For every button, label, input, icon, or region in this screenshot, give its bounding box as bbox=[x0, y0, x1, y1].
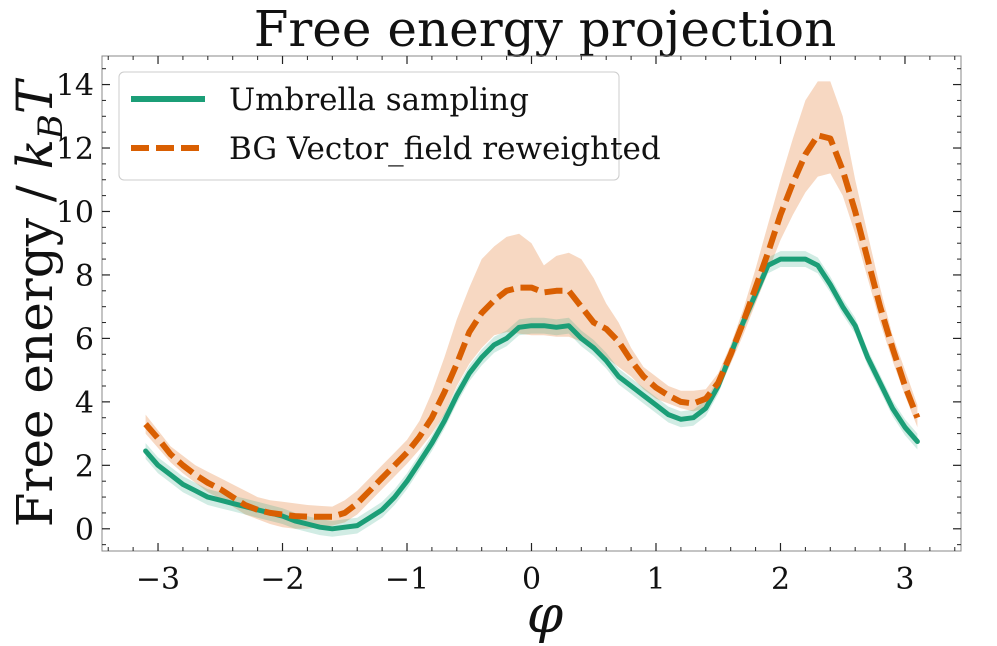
y-tick-label: 14 bbox=[56, 69, 94, 104]
legend-label-umbrella: Umbrella sampling bbox=[229, 82, 529, 118]
y-tick-label: 6 bbox=[75, 322, 94, 357]
legend: Umbrella sampling BG Vector_field reweig… bbox=[118, 71, 661, 181]
x-axis-label: φ bbox=[527, 585, 564, 645]
plot-area bbox=[143, 81, 921, 537]
x-tick-label: −3 bbox=[136, 562, 180, 597]
y-tick-label: 4 bbox=[75, 386, 94, 421]
y-tick-label: 8 bbox=[75, 259, 94, 294]
bg-vector-field-uncertainty-band bbox=[145, 81, 918, 529]
y-axis-label-text: Free energy / bbox=[6, 169, 64, 527]
bg-vector-field-line bbox=[143, 132, 921, 520]
y-tick-label: 0 bbox=[75, 513, 94, 548]
x-tick-label: 3 bbox=[895, 562, 914, 597]
chart-title: Free energy projection bbox=[254, 0, 837, 58]
legend-box bbox=[118, 71, 620, 181]
x-tick-label: 2 bbox=[771, 562, 790, 597]
y-axis-label: Free energy / kBT bbox=[6, 77, 71, 527]
x-axis: −3 −2 −1 0 1 2 3 bbox=[107, 56, 956, 597]
y-tick-label: 10 bbox=[56, 195, 94, 230]
y-axis: 0 2 4 6 8 10 12 14 bbox=[56, 68, 961, 548]
x-tick-label: 0 bbox=[522, 562, 541, 597]
x-tick-label: 1 bbox=[646, 562, 665, 597]
y-axis-label-t: T bbox=[6, 77, 64, 114]
y-tick-label: 12 bbox=[56, 132, 94, 167]
x-tick-label: −2 bbox=[260, 562, 304, 597]
y-axis-label-subscript: B bbox=[31, 114, 71, 140]
umbrella-sampling-uncertainty-band bbox=[145, 251, 918, 537]
legend-label-bg-vector-field: BG Vector_field reweighted bbox=[229, 131, 661, 167]
y-axis-label-k: k bbox=[6, 139, 64, 169]
y-tick-label: 2 bbox=[75, 449, 94, 484]
x-tick-label: −1 bbox=[385, 562, 429, 597]
